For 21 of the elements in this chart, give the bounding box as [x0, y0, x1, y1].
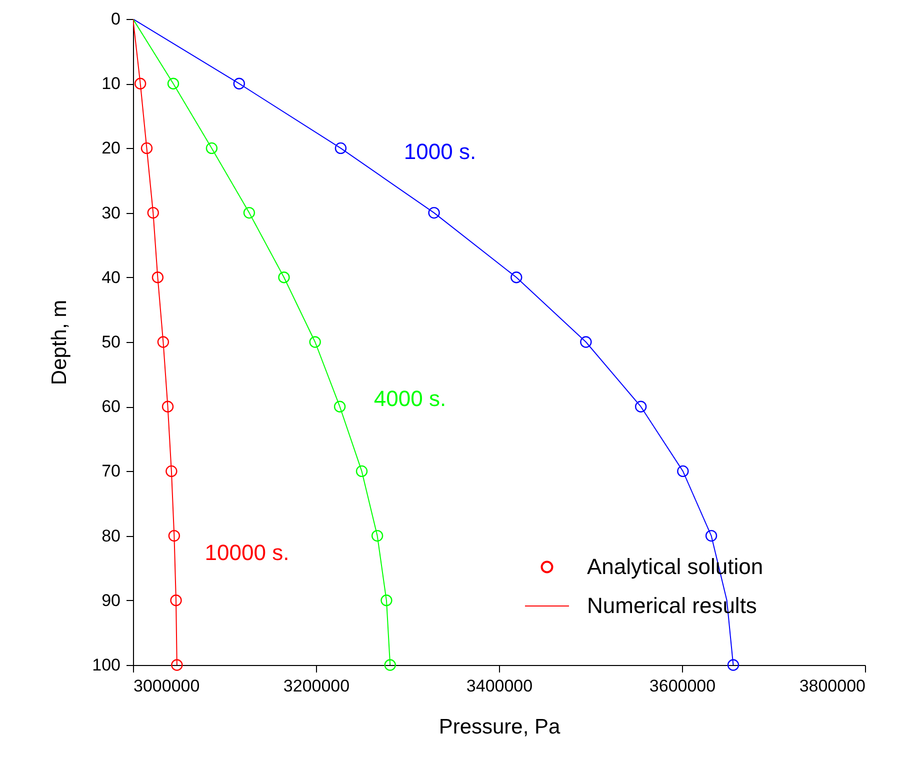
y-tick-label: 100	[92, 656, 120, 674]
x-tick-label: 3400000	[466, 676, 533, 696]
y-tick-label: 60	[102, 397, 120, 416]
x-tick-label: 3800000	[799, 676, 866, 696]
y-tick-label: 50	[102, 332, 120, 352]
annotation: 4000 s.	[374, 386, 446, 411]
y-tick-label: 90	[102, 590, 120, 610]
annotation: 1000 s.	[404, 139, 476, 164]
y-tick-label: 0	[111, 10, 120, 28]
x-tick-label: 3600000	[649, 676, 716, 696]
x-tick-label: 3200000	[283, 676, 350, 696]
y-tick-label: 80	[102, 526, 120, 546]
y-tick-label: 40	[102, 268, 120, 287]
y-tick-label: 30	[102, 203, 120, 222]
y-tick-label: 70	[102, 462, 120, 481]
annotation: 10000 s.	[204, 540, 290, 565]
y-tick-label: 10	[102, 74, 120, 94]
y-tick-label: 20	[102, 138, 120, 158]
x-axis-title: Pressure, Pa	[438, 716, 561, 738]
x-tick-label: 3000000	[134, 676, 200, 696]
y-axis-title: Depth, m	[48, 300, 72, 386]
